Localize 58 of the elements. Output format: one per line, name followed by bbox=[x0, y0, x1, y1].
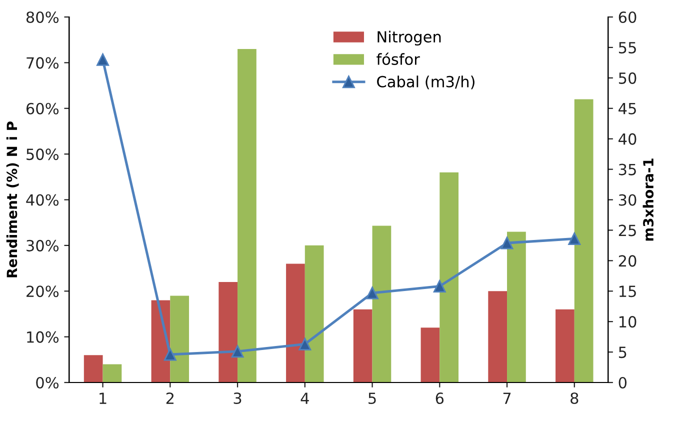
bar bbox=[574, 99, 594, 382]
legend-label: Cabal (m3/h) bbox=[377, 76, 474, 90]
point bbox=[231, 345, 244, 358]
y-axis-title: Rendiment (%) N i P bbox=[6, 122, 19, 278]
x-tick-label: 3 bbox=[234, 392, 242, 404]
x-tick-label: 4 bbox=[300, 392, 309, 404]
legend-label: fósfor bbox=[376, 52, 420, 65]
bar bbox=[170, 296, 190, 382]
y2-tick-label: 60 bbox=[618, 11, 636, 24]
bar bbox=[507, 232, 526, 382]
x-tick-label: 7 bbox=[503, 392, 511, 404]
x-tick-label: 5 bbox=[368, 392, 376, 404]
x-tick-label: 2 bbox=[166, 392, 174, 404]
y-tick-label: 60% bbox=[26, 102, 59, 114]
bar bbox=[372, 226, 392, 382]
point bbox=[366, 286, 379, 300]
y2-tick-label: 35 bbox=[618, 164, 636, 176]
y2-tick-label: 0 bbox=[618, 376, 627, 389]
bar bbox=[286, 264, 305, 382]
bar bbox=[440, 172, 459, 382]
x-tick-label: 1 bbox=[100, 392, 106, 404]
bar bbox=[420, 328, 440, 382]
y2-tick-label: 55 bbox=[618, 42, 636, 54]
y2-tick-label: 40 bbox=[618, 133, 636, 145]
y-tick-label: 20% bbox=[26, 286, 59, 298]
bar bbox=[353, 309, 372, 382]
bar bbox=[238, 48, 256, 382]
y2-tick-label: 45 bbox=[618, 103, 636, 114]
y-tick-label: 70% bbox=[26, 57, 59, 69]
y-tick-label: 40% bbox=[26, 194, 59, 206]
legend-label: Nitrogen bbox=[378, 30, 441, 46]
bar bbox=[84, 355, 103, 382]
bar bbox=[488, 291, 508, 382]
bar bbox=[102, 364, 122, 382]
y2-tick-label: 50 bbox=[618, 72, 636, 84]
bar bbox=[304, 245, 324, 382]
y-tick-label: 30% bbox=[26, 240, 59, 252]
y2-tick-label: 15 bbox=[619, 286, 636, 298]
y-tick-label: 0% bbox=[36, 376, 59, 389]
y2-tick-label: 20 bbox=[618, 255, 636, 267]
point bbox=[500, 236, 514, 250]
y-tick-label: 10% bbox=[27, 331, 59, 343]
x-tick-label: 8 bbox=[570, 392, 578, 404]
y2-tick-label: 30 bbox=[618, 194, 636, 206]
y2-tick-label: 5 bbox=[618, 346, 626, 358]
bar bbox=[556, 309, 574, 382]
y2-axis-title: m3xhora-1 bbox=[642, 158, 654, 241]
y2-tick-label: 25 bbox=[618, 224, 636, 236]
bar bbox=[218, 282, 238, 382]
y-tick-label: 80% bbox=[26, 11, 59, 24]
x-tick-label: 6 bbox=[436, 392, 444, 404]
y-tick-label: 50% bbox=[26, 148, 59, 160]
y2-tick-label: 10 bbox=[619, 316, 636, 328]
point bbox=[298, 338, 312, 350]
point bbox=[164, 348, 176, 361]
point bbox=[96, 53, 110, 66]
point bbox=[433, 280, 446, 292]
point bbox=[568, 232, 581, 245]
